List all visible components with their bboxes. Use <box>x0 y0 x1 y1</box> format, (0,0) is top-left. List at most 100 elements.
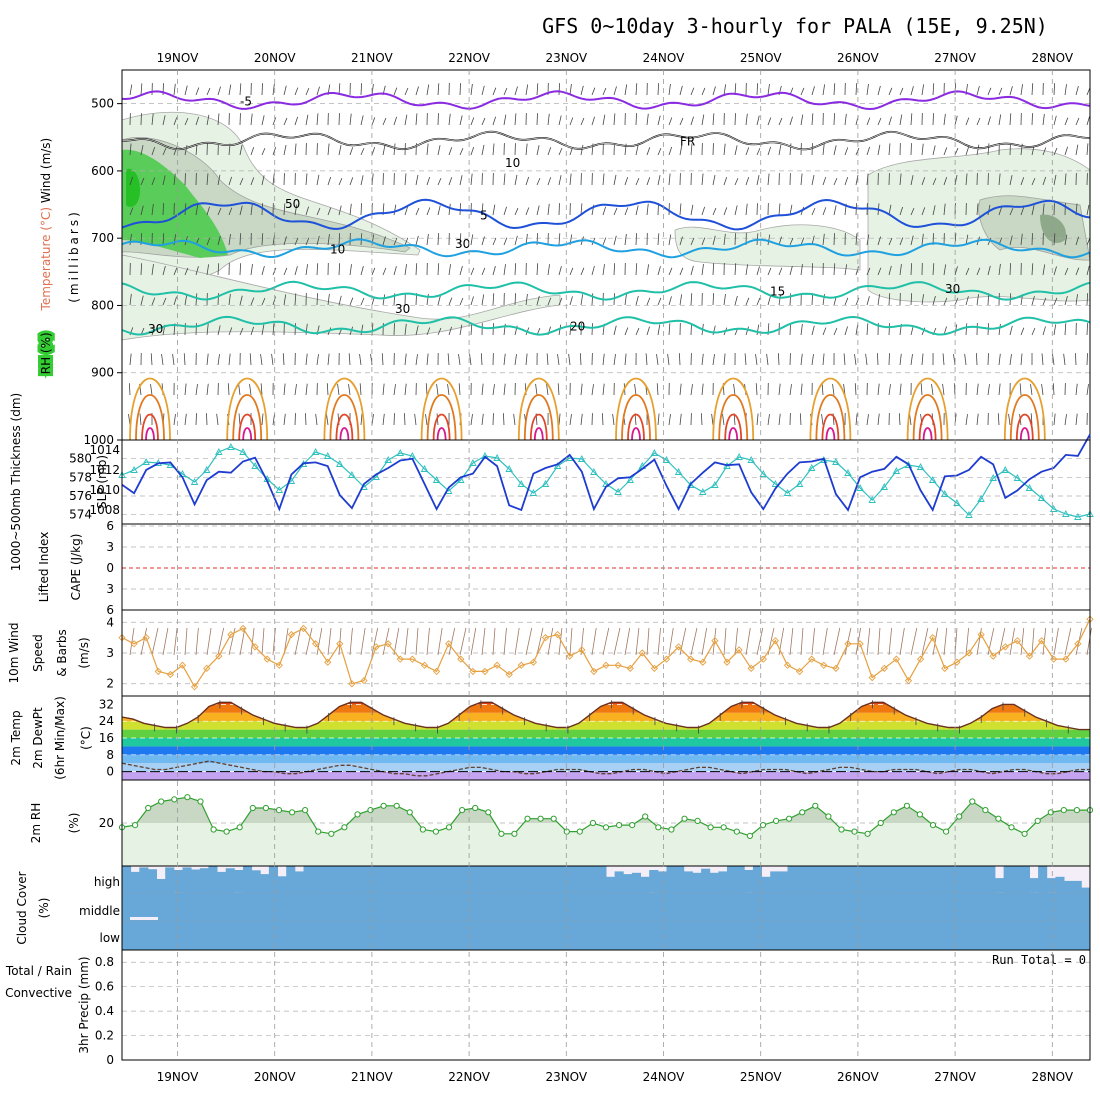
wind-barb <box>855 83 858 96</box>
isotherm-line <box>121 280 1091 301</box>
wind-barb <box>437 327 442 336</box>
wind-barb <box>733 383 736 396</box>
temperature-tick-label: 24 <box>99 714 114 728</box>
wind-barb <box>690 87 695 96</box>
wind-barb <box>877 353 879 366</box>
wind-barb <box>261 175 265 186</box>
wind-barb <box>436 383 439 396</box>
wind-barb <box>635 145 639 156</box>
wind-barb <box>349 264 352 276</box>
wind-barb <box>888 237 893 246</box>
upper-air-y-ticks: 500 600 700 800 900 1000 <box>83 97 122 447</box>
wind-barb <box>987 237 992 246</box>
wind-barb <box>316 174 320 186</box>
wind-barb <box>965 146 970 156</box>
wind-barb <box>932 83 935 96</box>
wind-barb <box>679 85 683 96</box>
rh-point <box>707 824 714 831</box>
wind-barb <box>481 236 485 246</box>
wind-barb <box>767 146 772 156</box>
surface-wind-barb <box>294 627 302 656</box>
diurnal-contour <box>129 377 171 441</box>
wind-barb <box>558 147 563 156</box>
slp-point <box>614 488 622 495</box>
wind-barb <box>998 323 1001 336</box>
surface-wind-barb <box>525 627 533 656</box>
wind-barb <box>668 296 672 306</box>
surface-wind-barb <box>151 627 159 656</box>
wind-barb <box>965 296 969 306</box>
wind-barb <box>800 264 803 276</box>
slp-point <box>747 456 755 463</box>
rh-point <box>629 822 636 829</box>
wind-speed-point <box>904 677 913 685</box>
wind-barb <box>228 207 233 216</box>
cloud-high-bar <box>251 870 261 893</box>
cloud-high-bar <box>778 871 788 893</box>
wind-barb <box>723 207 728 216</box>
wind-barb <box>656 354 659 366</box>
thickness-slp-panel: 574 576 578 580 1008 1010 1012 1014 1000~500mb … <box>9 393 1094 571</box>
wind-barb <box>866 414 869 426</box>
wind-speed-line <box>121 618 1091 688</box>
rh-point <box>432 828 439 835</box>
isotherm-label: 15 <box>770 285 785 299</box>
wind-barb <box>1075 86 1079 96</box>
wind-barb <box>393 116 398 126</box>
wind-barb <box>437 145 441 156</box>
wind-barb <box>173 117 178 126</box>
wind-barb <box>227 383 230 396</box>
cloud-high-bar <box>943 866 953 893</box>
slp-point <box>892 467 901 474</box>
surface-wind-barb <box>877 627 881 656</box>
wind-speed-point <box>517 661 525 669</box>
wind-barb <box>613 174 617 186</box>
wind-barb <box>1009 354 1012 366</box>
wind-speed-point <box>1037 637 1046 645</box>
rh-tick-label: 20 <box>99 816 114 830</box>
wind-barb <box>1063 353 1066 366</box>
diurnal-contour <box>815 394 846 441</box>
wind-barb <box>1075 144 1079 156</box>
wind-barb <box>514 263 517 276</box>
diurnal-contour <box>1003 377 1046 441</box>
wind-barb <box>976 353 978 366</box>
wind-barb <box>558 324 562 336</box>
wind-barb <box>657 297 662 306</box>
wind-barb <box>745 147 750 156</box>
wind-barb <box>558 115 562 126</box>
wind-barb <box>349 297 354 306</box>
isotherm-label: 10 <box>330 242 345 256</box>
slp-point <box>578 455 586 462</box>
wind-speed-point <box>977 630 985 639</box>
rh-percent-axis-label: (%) <box>67 813 81 834</box>
wind-barb <box>800 237 805 246</box>
date-label-bottom: 26NOV <box>837 1070 879 1084</box>
wind-barb <box>580 203 583 216</box>
wind-barb <box>162 265 166 276</box>
wind-barb <box>668 234 672 246</box>
cloud-high-bar <box>666 866 676 893</box>
slp-point <box>941 490 949 497</box>
wind-barb <box>701 87 706 96</box>
rh-shading <box>121 111 1091 341</box>
diurnal-contour <box>615 377 657 441</box>
rh-point <box>393 802 400 809</box>
cloud-high-bar <box>1081 887 1091 893</box>
date-label-bottom: 28NOV <box>1031 1070 1073 1084</box>
cloud-high-bar <box>848 866 858 893</box>
wind-speed-point <box>372 643 380 651</box>
slp-point <box>771 480 780 487</box>
wind-barb <box>1064 296 1068 306</box>
slp-point <box>1001 466 1010 473</box>
rh-point <box>289 809 296 816</box>
wind-barb <box>162 175 166 186</box>
surface-wind-barb <box>206 627 212 656</box>
wind-barb <box>316 263 319 276</box>
wind-speed-point <box>154 667 162 676</box>
slp-point <box>227 443 235 450</box>
slp-tick-label: 1010 <box>89 483 120 497</box>
wind-barb <box>580 144 584 156</box>
surface-wind-barb <box>855 627 861 656</box>
wind-speed-point <box>723 658 731 666</box>
